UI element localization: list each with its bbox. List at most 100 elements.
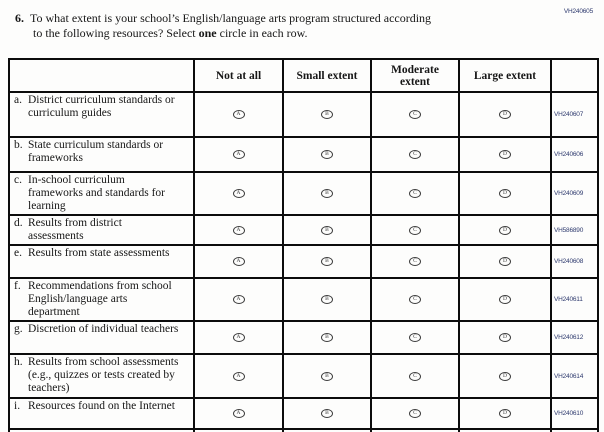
cell-large-extent: D — [458, 91, 552, 138]
cell-large-extent: D — [458, 136, 552, 173]
cell-not-at-all: A — [193, 136, 284, 173]
row-letter: i. — [14, 400, 21, 412]
cell-small-extent: B — [282, 171, 372, 216]
answer-oval-moderate-extent[interactable]: C — [409, 333, 421, 343]
answer-oval-moderate-extent[interactable]: C — [409, 150, 421, 160]
cell-not-at-all: A — [193, 171, 284, 216]
answer-oval-moderate-extent[interactable]: C — [409, 257, 421, 267]
question-number: 6. — [15, 11, 24, 25]
row-label-cell: e. Results from state assessments — [8, 244, 195, 279]
table-continuation-cell — [458, 428, 552, 432]
cell-not-at-all: A — [193, 214, 284, 246]
table-body: a. District curriculum standards or curr… — [8, 91, 599, 430]
cell-moderate-extent: C — [370, 171, 460, 216]
row-label-cell: b. State curriculum standards or framewo… — [8, 136, 195, 173]
cell-moderate-extent: C — [370, 397, 460, 430]
cell-large-extent: D — [458, 171, 552, 216]
answer-oval-not-at-all[interactable]: A — [232, 257, 245, 267]
answer-oval-not-at-all[interactable]: A — [232, 295, 245, 305]
cell-small-extent: B — [282, 397, 372, 430]
row-label-cell: a. District curriculum standards or curr… — [8, 91, 195, 138]
answer-oval-not-at-all[interactable]: A — [232, 110, 245, 120]
header-empty-cell — [8, 58, 195, 93]
row-code: VH240608 — [550, 244, 599, 279]
cell-moderate-extent: C — [370, 214, 460, 246]
answer-oval-small-extent[interactable]: B — [321, 409, 333, 419]
header-moderate-extent: Moderate extent — [370, 58, 460, 93]
table-row: a. District curriculum standards or curr… — [8, 91, 599, 138]
answer-oval-large-extent[interactable]: D — [499, 257, 511, 267]
answer-oval-small-extent[interactable]: B — [321, 257, 333, 267]
row-code: VH240607 — [550, 91, 599, 138]
cell-moderate-extent: C — [370, 353, 460, 399]
row-code: VH240606 — [550, 136, 599, 173]
answer-oval-not-at-all[interactable]: A — [232, 409, 245, 419]
answer-oval-moderate-extent[interactable]: C — [409, 110, 421, 120]
answer-oval-moderate-extent[interactable]: C — [409, 371, 421, 381]
question-block: 6. To what extent is your school’s Englis… — [15, 11, 584, 41]
row-letter: c. — [14, 174, 22, 186]
answer-oval-large-extent[interactable]: D — [499, 189, 511, 199]
page-item-code: VH240605 — [563, 8, 593, 15]
cell-moderate-extent: C — [370, 320, 460, 355]
answer-oval-large-extent[interactable]: D — [499, 150, 511, 160]
cell-small-extent: B — [282, 320, 372, 355]
question-line-1: 6. To what extent is your school’s Englis… — [15, 11, 584, 26]
answer-oval-large-extent[interactable]: D — [499, 110, 511, 120]
answer-oval-large-extent[interactable]: D — [499, 371, 511, 381]
row-letter: f. — [14, 280, 21, 292]
cell-small-extent: B — [282, 91, 372, 138]
row-label: State curriculum standards or frameworks — [28, 139, 164, 164]
answer-oval-not-at-all[interactable]: A — [232, 150, 245, 160]
table-row: c. In-school curriculum frameworks and s… — [8, 171, 599, 216]
row-code: VH240611 — [550, 277, 599, 322]
row-label: Recommendations from school English/lang… — [28, 280, 172, 318]
cell-small-extent: B — [282, 136, 372, 173]
answer-oval-large-extent[interactable]: D — [499, 295, 511, 305]
question-text: To what extent is your school’s English/… — [30, 11, 432, 25]
answer-oval-small-extent[interactable]: B — [321, 150, 333, 160]
table-continuation-cell — [550, 428, 599, 432]
answer-oval-small-extent[interactable]: B — [321, 371, 333, 381]
answer-oval-moderate-extent[interactable]: C — [409, 295, 421, 305]
row-code: VH240609 — [550, 171, 599, 216]
row-label: In-school curriculum frameworks and stan… — [28, 174, 165, 212]
question-bold-word: one — [198, 26, 217, 40]
header-code-cell — [550, 58, 599, 93]
answer-oval-small-extent[interactable]: B — [321, 333, 333, 343]
table-row: f. Recommendations from school English/l… — [8, 277, 599, 322]
answer-oval-small-extent[interactable]: B — [321, 295, 333, 305]
answer-oval-large-extent[interactable]: D — [499, 225, 511, 235]
row-label-cell: h. Results from school assessments (e.g.… — [8, 353, 195, 399]
answer-oval-large-extent[interactable]: D — [499, 409, 511, 419]
row-label-cell: i. Resources found on the Internet — [8, 397, 195, 430]
answer-oval-not-at-all[interactable]: A — [232, 225, 245, 235]
row-letter: b. — [14, 139, 23, 151]
answer-oval-small-extent[interactable]: B — [321, 225, 333, 235]
answer-oval-not-at-all[interactable]: A — [232, 333, 245, 343]
header-small-extent: Small extent — [282, 58, 372, 93]
table-header: Not at all Small extent Moderate extent … — [8, 58, 599, 93]
table-continuation-cell — [193, 428, 284, 432]
cell-large-extent: D — [458, 320, 552, 355]
table-row: h. Results from school assessments (e.g.… — [8, 353, 599, 399]
cell-small-extent: B — [282, 277, 372, 322]
answer-oval-moderate-extent[interactable]: C — [409, 409, 421, 419]
answer-oval-moderate-extent[interactable]: C — [409, 189, 421, 199]
cell-moderate-extent: C — [370, 244, 460, 279]
answer-oval-large-extent[interactable]: D — [499, 333, 511, 343]
cell-small-extent: B — [282, 214, 372, 246]
header-large-extent: Large extent — [458, 58, 552, 93]
cell-not-at-all: A — [193, 91, 284, 138]
cell-not-at-all: A — [193, 244, 284, 279]
answer-oval-not-at-all[interactable]: A — [232, 371, 245, 381]
cell-not-at-all: A — [193, 277, 284, 322]
row-label: District curriculum standards or curricu… — [28, 94, 175, 119]
answer-oval-small-extent[interactable]: B — [321, 189, 333, 199]
table-continuation-cell — [282, 428, 372, 432]
answer-oval-not-at-all[interactable]: A — [232, 189, 245, 199]
answer-oval-moderate-extent[interactable]: C — [409, 225, 421, 235]
row-letter: g. — [14, 323, 23, 335]
answer-oval-small-extent[interactable]: B — [321, 110, 333, 120]
